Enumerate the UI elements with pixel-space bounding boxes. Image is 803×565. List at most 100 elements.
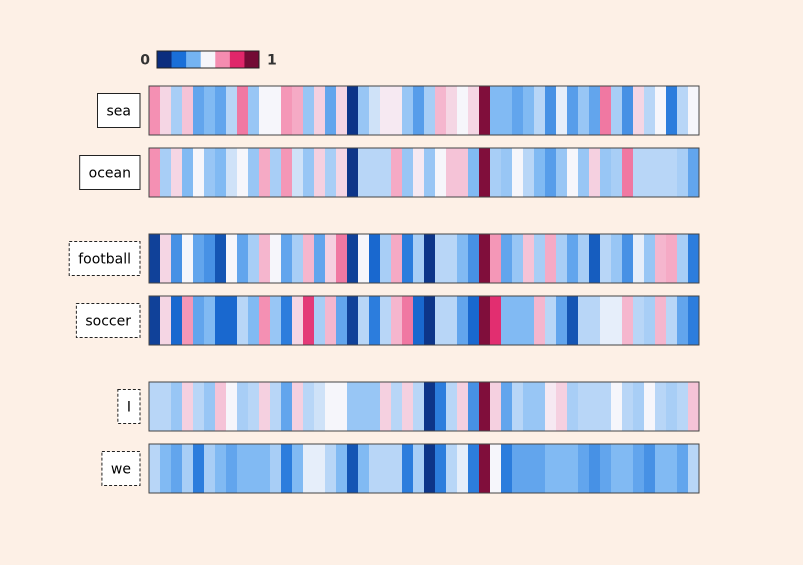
cell [215,148,227,197]
cell [589,234,601,283]
cell [380,234,392,283]
cell [578,444,590,493]
cell [347,382,359,431]
cell [292,148,304,197]
cell [622,382,634,431]
cell [534,444,546,493]
cell [512,296,524,345]
cell [446,234,458,283]
strip-frame [148,147,700,198]
cell [171,148,183,197]
cell [149,296,161,345]
cell [424,444,436,493]
cell [545,86,557,135]
cell [644,148,656,197]
word-box [75,303,141,338]
cell [600,148,612,197]
cell [149,86,161,135]
cell [424,296,436,345]
cell [424,234,436,283]
cell [622,444,634,493]
cell [490,234,502,283]
cell [237,148,249,197]
cell [501,296,513,345]
cell [215,296,227,345]
cell [402,296,414,345]
cell [677,148,689,197]
cell [391,234,403,283]
cell [677,296,689,345]
cell [457,234,469,283]
cell [149,234,161,283]
cell [204,148,216,197]
cell [226,234,238,283]
cell [644,296,656,345]
cell [292,86,304,135]
cell [567,86,579,135]
cell [336,148,348,197]
cell [644,382,656,431]
cell [534,148,546,197]
cell [391,444,403,493]
cell [666,234,678,283]
cell [336,444,348,493]
cell [171,296,183,345]
cell [303,148,315,197]
cell [666,148,678,197]
cell [182,382,194,431]
cell [578,148,590,197]
word-label: football [78,252,131,268]
cell [204,382,216,431]
word-box [79,155,141,190]
cell [182,86,194,135]
cell [204,86,216,135]
cell [314,148,326,197]
cell [468,86,480,135]
cell [622,86,634,135]
cell [369,86,381,135]
cell [512,86,524,135]
cell [556,148,568,197]
cell [281,86,293,135]
cell [314,296,326,345]
cell [292,382,304,431]
cell [655,148,667,197]
cell [314,234,326,283]
cell [567,148,579,197]
cell [325,148,337,197]
cell [347,86,359,135]
cell [413,382,425,431]
cell [336,234,348,283]
cell [523,86,535,135]
cell [545,296,557,345]
cell [391,382,403,431]
cell [303,86,315,135]
cell [270,86,282,135]
cell [402,382,414,431]
cell [193,382,205,431]
cell [589,148,601,197]
cell [325,86,337,135]
cell [688,86,700,135]
cell [501,444,513,493]
cell [479,296,491,345]
cell [501,382,513,431]
cell [270,148,282,197]
cell [578,382,590,431]
cell [325,234,337,283]
cell [611,86,623,135]
cell [435,444,447,493]
cell [523,296,535,345]
cell [457,148,469,197]
cell [182,148,194,197]
cell [369,444,381,493]
cell [688,444,700,493]
cell [369,148,381,197]
cell [479,382,491,431]
cell [215,234,227,283]
cell [644,234,656,283]
cell [633,234,645,283]
colorbar-swatch [171,51,187,68]
cell [358,234,370,283]
cell [303,234,315,283]
